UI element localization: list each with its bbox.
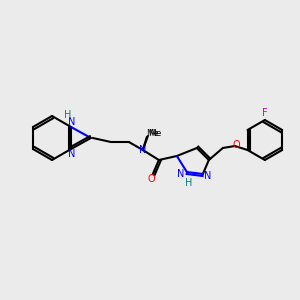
Text: N: N	[177, 169, 184, 179]
Text: O: O	[232, 140, 240, 150]
Text: Me: Me	[148, 130, 161, 139]
Text: N: N	[204, 171, 211, 181]
Text: F: F	[262, 108, 268, 118]
Text: Me: Me	[147, 130, 159, 139]
Text: O: O	[147, 174, 155, 184]
Text: H: H	[64, 110, 72, 120]
Text: N: N	[68, 149, 76, 159]
Text: N: N	[68, 117, 76, 127]
Text: H: H	[185, 178, 193, 188]
Text: N: N	[139, 145, 146, 155]
